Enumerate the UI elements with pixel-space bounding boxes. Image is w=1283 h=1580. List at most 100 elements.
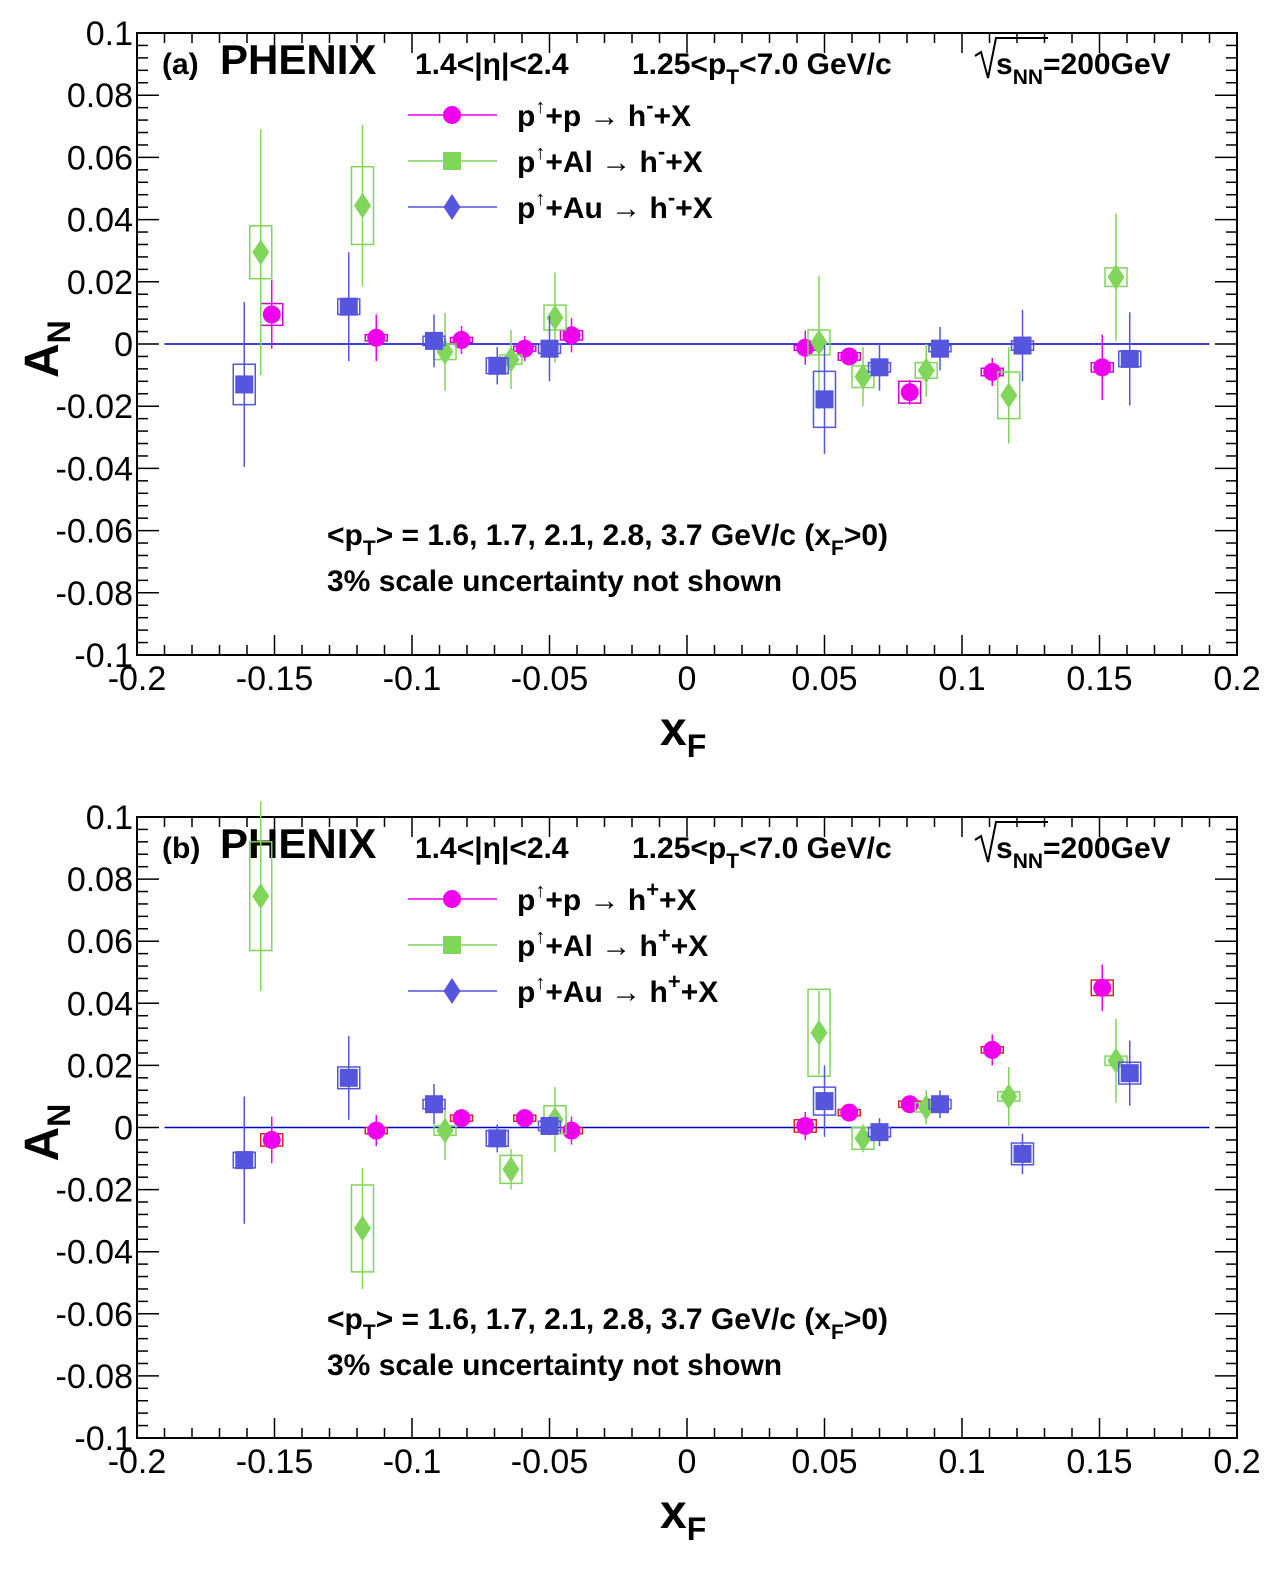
legend-projectile: p bbox=[517, 930, 535, 963]
data-point bbox=[793, 1111, 817, 1140]
data-point bbox=[997, 347, 1021, 444]
data-marker bbox=[1013, 1144, 1032, 1163]
y-tick-label: 0.02 bbox=[67, 264, 133, 302]
legend-charge: + bbox=[668, 969, 681, 994]
data-marker bbox=[931, 1095, 949, 1114]
data-marker bbox=[983, 1040, 1002, 1059]
y-tick-label: 0.1 bbox=[86, 15, 133, 53]
y-tick-label: 0.08 bbox=[67, 861, 133, 899]
legend-marker bbox=[443, 106, 461, 124]
pt-cut-post: <7.0 GeV/c bbox=[739, 48, 892, 81]
data-point bbox=[559, 1116, 584, 1145]
x-tick-label: -0.1 bbox=[383, 1443, 442, 1481]
legend-entry: p↑+Al → h++X bbox=[408, 923, 708, 963]
note-xf-sub: F bbox=[831, 537, 844, 560]
data-point bbox=[867, 344, 892, 391]
experiment-label: PHENIX bbox=[220, 36, 376, 83]
legend-projectile: p bbox=[517, 100, 535, 133]
data-marker bbox=[262, 1130, 281, 1149]
data-point bbox=[513, 1109, 537, 1128]
legend-marker bbox=[443, 152, 461, 170]
data-marker bbox=[235, 1151, 254, 1170]
data-point bbox=[812, 344, 837, 454]
legend-entry: p↑+p → h++X bbox=[408, 877, 697, 917]
y-tick-label: 0.04 bbox=[67, 985, 133, 1023]
chart-panel-a: -0.2 -0.15 -0.1 -0.05 0 0.05 0.1 0.15 0.2-0.1-0.… bbox=[16, 15, 1261, 764]
data-marker bbox=[502, 1156, 520, 1183]
data-point bbox=[485, 347, 509, 385]
data-marker bbox=[540, 339, 559, 358]
x-axis-title-main: x bbox=[660, 1486, 687, 1539]
note-line-1: <pT> = 1.6, 1.7, 2.1, 2.8, 3.7 GeV/c (xF… bbox=[327, 1303, 888, 1344]
data-marker bbox=[796, 1116, 815, 1135]
legend-entry: p↑+p → h-+X bbox=[408, 93, 691, 133]
legend-product: h bbox=[650, 976, 668, 1009]
data-point bbox=[249, 129, 273, 376]
legend-charge: - bbox=[668, 185, 675, 210]
data-point bbox=[337, 1035, 361, 1120]
y-axis-title-main: A bbox=[16, 1127, 69, 1162]
data-marker bbox=[367, 1121, 386, 1140]
data-marker bbox=[515, 339, 534, 358]
data-marker bbox=[339, 1068, 358, 1087]
y-axis-title-sub: N bbox=[41, 1104, 77, 1127]
data-marker bbox=[1000, 1083, 1018, 1110]
note-pt: <p bbox=[327, 1303, 363, 1336]
x-tick-label: 0.15 bbox=[1066, 1443, 1132, 1481]
energy-label: sNN=200GeV bbox=[996, 832, 1171, 873]
legend-rest: +X bbox=[659, 884, 697, 917]
data-marker bbox=[983, 362, 1002, 381]
data-point bbox=[1118, 312, 1142, 406]
data-marker bbox=[436, 1117, 454, 1144]
data-point bbox=[1104, 1018, 1128, 1103]
legend-projectile: p bbox=[517, 976, 535, 1009]
legend-rest: +X bbox=[665, 146, 703, 179]
panel-label: (b) bbox=[162, 832, 200, 865]
x-tick-label: 0.05 bbox=[791, 660, 857, 698]
data-point bbox=[350, 124, 375, 287]
legend-spin-arrow-icon: ↑ bbox=[535, 880, 545, 902]
data-point bbox=[1090, 334, 1114, 400]
data-point bbox=[485, 1124, 509, 1153]
systematic-box bbox=[807, 988, 831, 1078]
x-axis-title-main: x bbox=[660, 703, 687, 756]
data-point bbox=[260, 1116, 284, 1164]
data-point bbox=[867, 1118, 892, 1147]
legend-label: p↑+p → h++X bbox=[517, 877, 697, 917]
legend-arrow-icon: → bbox=[603, 192, 650, 225]
x-axis-title: xF bbox=[660, 703, 706, 764]
data-point bbox=[1010, 309, 1035, 382]
data-point bbox=[350, 1167, 375, 1289]
x-tick-label: 0.2 bbox=[1213, 660, 1260, 698]
data-marker bbox=[367, 328, 386, 347]
note-values: > = 1.6, 1.7, 2.1, 2.8, 3.7 GeV/c (x bbox=[376, 1303, 832, 1336]
data-point bbox=[232, 302, 256, 467]
data-point bbox=[232, 1096, 256, 1224]
data-marker bbox=[810, 1019, 828, 1046]
data-point bbox=[898, 379, 922, 405]
eta-cut-label: 1.4<|η|<2.4 bbox=[415, 832, 569, 865]
y-tick-label: 0.06 bbox=[67, 139, 133, 177]
data-point bbox=[1118, 1040, 1142, 1106]
y-tick-label: -0.1 bbox=[74, 1420, 133, 1458]
data-point bbox=[1090, 964, 1114, 1012]
data-point bbox=[537, 316, 562, 382]
legend-charge: + bbox=[646, 877, 659, 902]
data-point bbox=[807, 988, 831, 1078]
data-point bbox=[364, 1115, 388, 1147]
legend-spin-arrow-icon: ↑ bbox=[535, 926, 545, 948]
y-axis-title-main: A bbox=[16, 343, 69, 378]
y-tick-label: -0.08 bbox=[56, 1358, 134, 1396]
data-marker bbox=[354, 1215, 371, 1242]
x-axis-title: xF bbox=[660, 1486, 706, 1547]
legend-target: +Al bbox=[545, 930, 593, 963]
data-point bbox=[364, 314, 388, 362]
legend-marker bbox=[443, 890, 461, 908]
x-tick-label: -0.2 bbox=[108, 1443, 167, 1481]
data-marker bbox=[262, 305, 281, 324]
data-point bbox=[807, 275, 831, 410]
note-cond: >0) bbox=[844, 519, 888, 552]
note-pt-sub: T bbox=[363, 1321, 376, 1344]
x-axis-title-sub: F bbox=[687, 1511, 707, 1547]
note-line-2: 3% scale uncertainty not shown bbox=[327, 565, 782, 598]
